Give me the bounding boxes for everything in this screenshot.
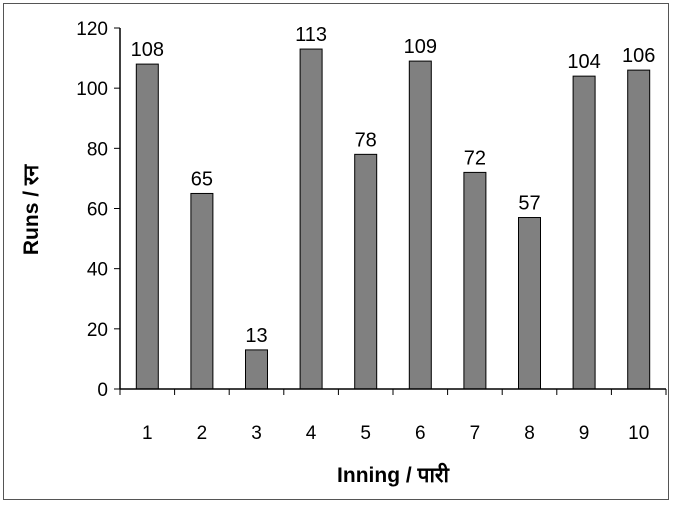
y-axis: 0 20 40 60 80 100 120 <box>76 19 121 401</box>
x-tick-label-10: 10 <box>628 423 649 444</box>
x-axis-title: Inning / पारी <box>337 462 450 487</box>
x-tick-label-9: 9 <box>579 423 590 444</box>
x-tick-label-3: 3 <box>251 423 262 444</box>
data-labels-group: 108 65 13 113 78 109 72 57 104 106 <box>131 24 656 347</box>
y-tick-label-100: 100 <box>76 79 108 100</box>
y-tick-label-20: 20 <box>87 320 108 341</box>
x-tick-label-4: 4 <box>306 423 317 444</box>
y-tick-label-40: 40 <box>87 260 108 281</box>
data-label-2: 65 <box>191 168 213 190</box>
bar-4 <box>299 48 323 390</box>
bar-9 <box>572 75 596 390</box>
data-label-5: 78 <box>355 129 377 151</box>
data-label-3: 13 <box>245 325 267 347</box>
bar-2 <box>190 192 214 390</box>
y-tick-label-60: 60 <box>87 200 108 221</box>
x-axis: 1 2 3 4 5 6 7 8 9 10 <box>119 388 667 444</box>
x-tick-label-5: 5 <box>360 423 371 444</box>
data-label-7: 72 <box>464 147 486 169</box>
bar-6 <box>408 60 432 390</box>
y-tick-label-80: 80 <box>87 139 108 160</box>
bar-7 <box>463 171 487 390</box>
bars-group <box>135 48 651 390</box>
chart-frame <box>3 3 669 500</box>
data-label-9: 104 <box>567 51 600 73</box>
bar-8 <box>518 217 541 390</box>
y-tick-label-0: 0 <box>97 380 108 401</box>
y-axis-title: Runs / रन <box>20 164 43 256</box>
x-tick-label-1: 1 <box>142 423 153 444</box>
data-label-6: 109 <box>404 36 437 58</box>
data-label-4: 113 <box>295 24 327 46</box>
x-tick-label-2: 2 <box>197 423 208 444</box>
bar-3 <box>245 349 268 390</box>
bar-5 <box>354 153 378 390</box>
data-label-10: 106 <box>622 45 655 67</box>
y-tick-label-120: 120 <box>76 19 108 40</box>
x-tick-label-7: 7 <box>470 423 481 444</box>
bar-1 <box>135 63 159 390</box>
x-tick-label-6: 6 <box>415 423 426 444</box>
x-tick-label-8: 8 <box>524 423 535 444</box>
data-label-1: 108 <box>131 39 164 61</box>
bar-10 <box>627 69 651 390</box>
data-label-8: 57 <box>518 193 540 215</box>
